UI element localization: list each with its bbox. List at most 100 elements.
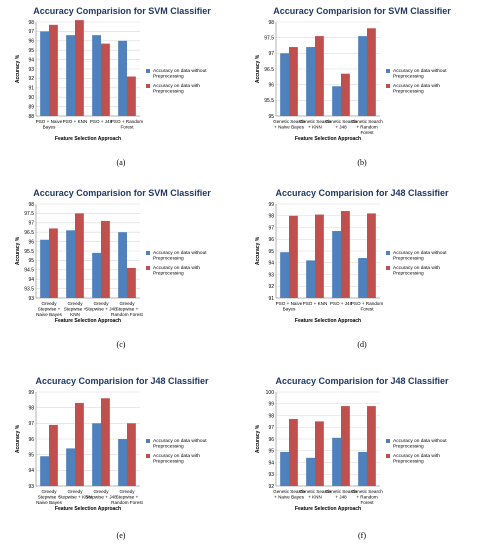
category-label: Greedy Stepwise + KNN	[58, 489, 92, 500]
y-tick-label: 88	[28, 114, 34, 120]
category-label: Genetic Search + Random Forest	[351, 119, 383, 135]
category-label: Genetic Search + J48	[325, 489, 357, 500]
bar	[358, 451, 367, 486]
bar	[315, 36, 324, 116]
x-axis-label: Feature Selection Approach	[55, 506, 121, 512]
caption-a: (a)	[116, 158, 126, 167]
y-tick-label: 98	[268, 214, 274, 220]
legend-label: Accuracy on data without Preprocessing	[153, 438, 207, 450]
y-axis-label: Accuracy %	[255, 236, 261, 265]
chart-title: Accuracy Comparision for SVM Classifier	[273, 6, 451, 16]
y-tick-label: 94	[28, 57, 34, 63]
bar	[101, 398, 110, 486]
bar	[367, 213, 376, 298]
y-tick-label: 97	[28, 421, 34, 427]
bar	[280, 252, 289, 298]
y-tick-label: 97	[268, 51, 274, 57]
legend-label: Accuracy on data with Preprocessing	[393, 83, 440, 95]
category-label: Genetic Search + J48	[325, 119, 357, 130]
bar	[289, 419, 298, 486]
y-tick-label: 95	[28, 452, 34, 458]
bar	[40, 239, 49, 298]
y-tick-label: 97	[28, 29, 34, 35]
legend-label: Accuracy on data with Preprocessing	[153, 265, 200, 277]
legend-swatch	[386, 266, 390, 270]
bar	[280, 451, 289, 486]
y-tick-label: 89	[28, 104, 34, 110]
bar	[66, 448, 75, 486]
chart-a: Accuracy Comparision for SVM Classifier 8…	[12, 2, 232, 152]
caption-c: (c)	[116, 340, 126, 349]
y-tick-label: 93.5	[24, 286, 34, 292]
bar	[306, 47, 315, 116]
legend-label: Accuracy on data without Preprocessing	[393, 438, 447, 450]
y-tick-label: 95	[268, 114, 274, 120]
category-label: Greedy Stepwise + Random Forest	[111, 489, 143, 505]
y-tick-label: 99	[28, 390, 34, 396]
y-tick-label: 94	[268, 460, 274, 466]
y-tick-label: 92	[28, 76, 34, 82]
legend-label: Accuracy on data without Preprocessing	[393, 250, 447, 262]
y-tick-label: 95	[28, 48, 34, 54]
category-label: Genetic Search + Naive Bayes	[273, 489, 305, 500]
y-axis-label: Accuracy %	[15, 424, 21, 453]
chart-title: Accuracy Comparision for SVM Classifier	[33, 188, 211, 198]
bar	[306, 260, 315, 298]
chart-e: Accuracy Comparision for J48 Classifier9…	[12, 372, 232, 522]
y-tick-label: 96	[28, 39, 34, 45]
y-tick-label: 93	[28, 67, 34, 73]
legend-label: Accuracy on data with Preprocessing	[393, 453, 440, 465]
y-tick-label: 97.5	[264, 35, 274, 41]
legend-swatch	[146, 69, 150, 73]
bar	[358, 36, 367, 116]
category-label: Greedy Stepwise + J48	[85, 489, 117, 500]
x-axis-label: Feature Selection Approach	[295, 136, 361, 142]
y-tick-label: 96	[268, 82, 274, 88]
category-label: Genetic Search + KNN	[299, 489, 331, 500]
caption-e: (e)	[116, 531, 126, 540]
y-tick-label: 98	[28, 405, 34, 411]
bar	[75, 20, 84, 116]
y-tick-label: 95	[268, 449, 274, 455]
bar	[66, 35, 75, 116]
legend-swatch	[146, 251, 150, 255]
legend-swatch	[146, 439, 150, 443]
category-label: Greedy Stepwise + Naive Bayes	[36, 301, 62, 317]
category-label: PSO + J48	[90, 119, 113, 124]
y-tick-label: 99	[268, 402, 274, 408]
y-tick-label: 94	[28, 277, 34, 283]
caption-f: (f)	[358, 531, 366, 540]
legend-label: Accuracy on data without Preprocessing	[393, 68, 447, 80]
legend-label: Accuracy on data without Preprocessing	[153, 250, 207, 262]
category-label: Greedy Stepwise + Random Forest	[111, 301, 143, 317]
y-tick-label: 93	[268, 272, 274, 278]
bar	[75, 213, 84, 298]
bar	[49, 228, 58, 298]
bar	[358, 258, 367, 298]
bar	[332, 231, 341, 298]
legend-swatch	[386, 84, 390, 88]
category-label: Genetic Search + Random Forest	[351, 489, 383, 505]
legend-label: Accuracy on data with Preprocessing	[153, 83, 200, 95]
category-label: PSO + KNN	[303, 301, 328, 306]
y-tick-label: 95.5	[24, 249, 34, 255]
bar	[75, 402, 84, 486]
y-tick-label: 96	[28, 239, 34, 245]
y-tick-label: 94	[28, 468, 34, 474]
y-axis-label: Accuracy %	[255, 424, 261, 453]
category-label: PSO + Naive Bayes	[276, 301, 303, 312]
chart-d: Accuracy Comparision for J48 Classifier 9…	[252, 184, 472, 334]
bar	[127, 267, 136, 298]
category-label: PSO + J48	[330, 301, 353, 306]
y-axis-label: Accuracy %	[15, 54, 21, 83]
y-tick-label: 98	[28, 20, 34, 26]
y-tick-label: 93	[268, 472, 274, 478]
caption-b: (b)	[357, 158, 367, 167]
category-label: PSO + Naive Bayes	[36, 119, 63, 130]
chart-title: Accuracy Comparision for J48 Classifier	[275, 188, 449, 198]
bar	[92, 35, 101, 116]
y-tick-label: 94.5	[24, 268, 34, 274]
y-axis-label: Accuracy %	[255, 54, 261, 83]
legend-swatch	[386, 69, 390, 73]
y-tick-label: 98	[268, 413, 274, 419]
